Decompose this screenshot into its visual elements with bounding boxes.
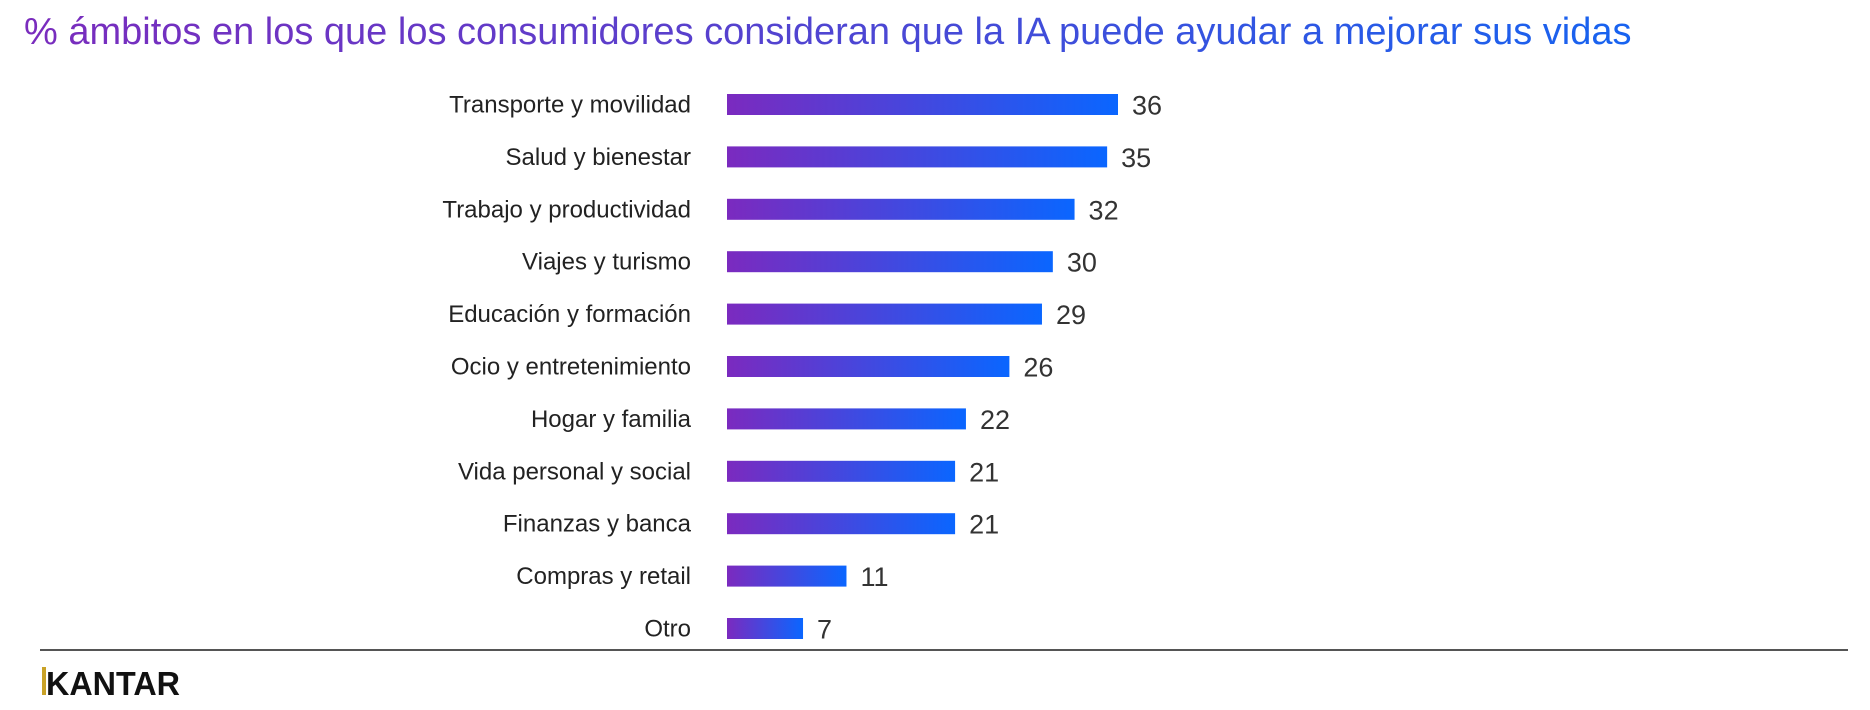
value-label: 21 <box>969 510 999 540</box>
category-label: Educación y formación <box>448 301 691 328</box>
bar <box>727 618 804 639</box>
category-label: Ocio y entretenimiento <box>451 354 691 381</box>
value-label: 22 <box>980 405 1010 435</box>
bar <box>727 94 1118 115</box>
bar-row: Transporte y movilidad 36 <box>449 91 1162 121</box>
category-label: Hogar y familia <box>531 406 692 433</box>
bar-row: Hogar y familia 22 <box>531 405 1010 435</box>
bar-row: Ocio y entretenimiento 26 <box>451 353 1054 383</box>
chart-title: % ámbitos en los que los consumidores co… <box>24 8 1631 56</box>
bar-row: Otro 7 <box>644 615 832 645</box>
value-label: 29 <box>1056 300 1086 330</box>
svg-text:KANTAR: KANTAR <box>46 665 180 698</box>
category-label: Trabajo y productividad <box>442 196 691 223</box>
footer-divider <box>40 649 1848 651</box>
category-label: Finanzas y banca <box>503 511 692 538</box>
value-label: 11 <box>860 562 888 592</box>
value-label: 21 <box>969 457 999 487</box>
bar-row: Vida personal y social 21 <box>458 457 999 487</box>
category-label: Compras y retail <box>516 563 691 590</box>
bar <box>727 565 847 587</box>
category-label: Viajes y turismo <box>522 249 691 276</box>
bar-row: Educación y formación 29 <box>448 300 1086 330</box>
bar <box>727 146 1108 168</box>
value-label: 32 <box>1089 195 1119 225</box>
bar <box>727 198 1075 220</box>
value-label: 36 <box>1132 91 1162 121</box>
category-label: Vida personal y social <box>458 458 691 485</box>
bar <box>727 303 1042 325</box>
bar-row: Viajes y turismo 30 <box>522 248 1097 278</box>
bar <box>727 408 966 430</box>
value-label: 26 <box>1023 353 1053 383</box>
bar-chart: Transporte y movilidad 36 Salud y bienesta… <box>442 91 1162 645</box>
bar-row: Finanzas y banca 21 <box>503 510 999 540</box>
bar <box>727 356 1010 377</box>
kantar-logo: KANTAR <box>42 665 180 698</box>
value-label: 30 <box>1067 248 1097 278</box>
category-label: Transporte y movilidad <box>449 92 691 119</box>
value-label: 7 <box>817 615 832 645</box>
bar-row: Salud y bienestar 35 <box>506 143 1152 173</box>
category-label: Salud y bienestar <box>506 144 691 171</box>
logo-accent-bar <box>42 667 46 695</box>
bar-row: Trabajo y productividad 32 <box>442 195 1118 225</box>
value-label: 35 <box>1121 143 1151 173</box>
bar <box>727 251 1053 273</box>
bar-row: Compras y retail 11 <box>516 562 888 592</box>
bar <box>727 460 956 482</box>
category-label: Otro <box>644 616 691 643</box>
bar <box>727 513 956 535</box>
